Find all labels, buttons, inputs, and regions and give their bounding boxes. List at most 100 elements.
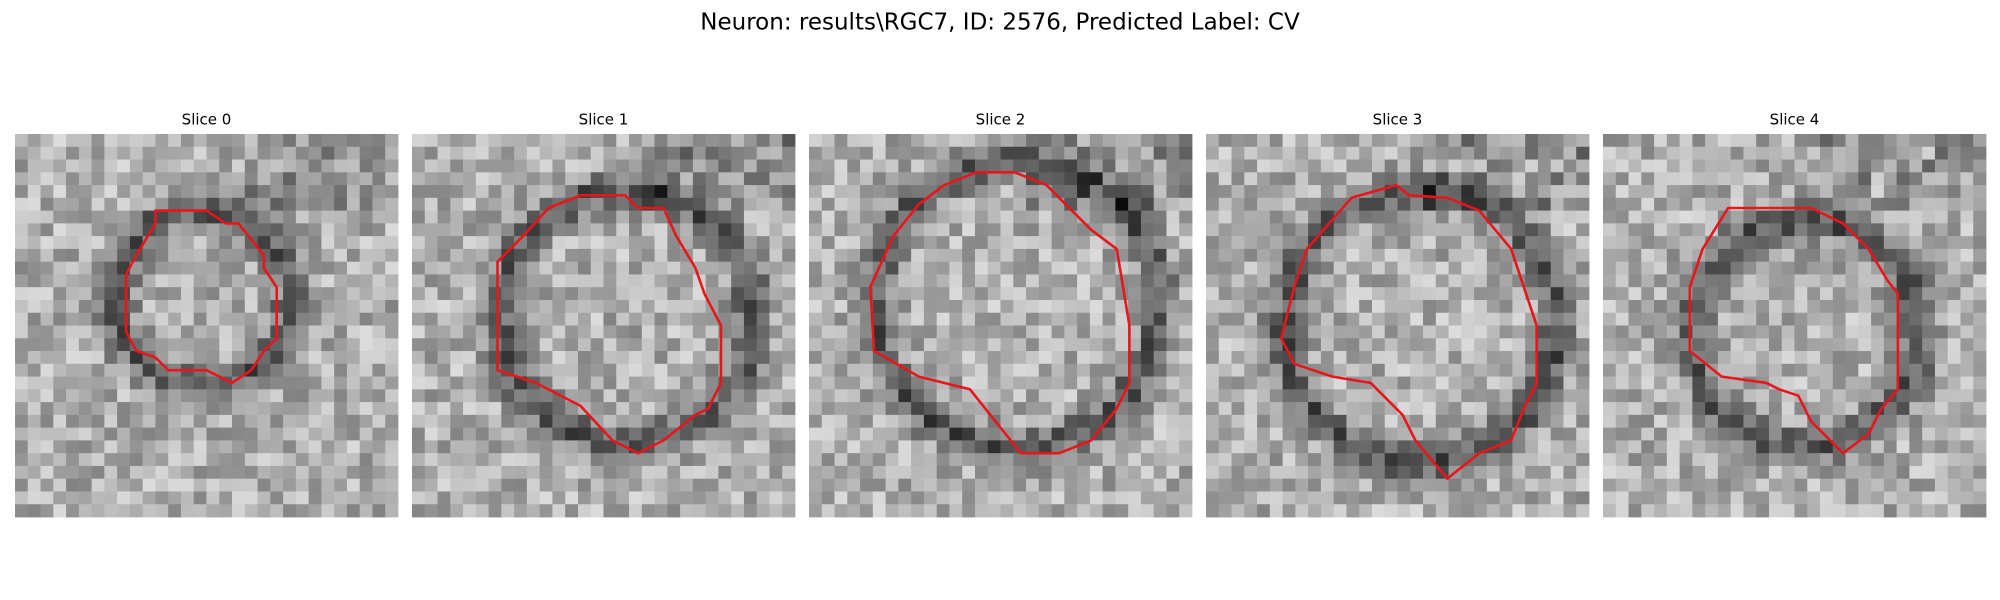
pixel — [1102, 338, 1116, 352]
pixel — [1089, 312, 1104, 326]
pixel — [1845, 172, 1859, 186]
pixel — [488, 440, 502, 454]
pixel — [117, 185, 131, 199]
pixel — [1308, 465, 1322, 480]
pixel — [1064, 325, 1078, 339]
pixel — [488, 402, 502, 416]
pixel — [1679, 236, 1693, 250]
pixel — [219, 134, 233, 148]
pixel — [1346, 236, 1360, 250]
pixel — [1628, 338, 1642, 352]
pixel — [1320, 236, 1335, 250]
pixel — [1756, 146, 1770, 160]
pixel — [1743, 134, 1757, 148]
pixel — [1679, 223, 1693, 237]
pixel — [756, 402, 770, 416]
pixel — [1051, 325, 1065, 339]
pixel — [1231, 402, 1245, 416]
pixel — [1140, 427, 1155, 441]
pixel — [372, 376, 386, 390]
pixel — [641, 325, 655, 339]
pixel — [577, 363, 592, 377]
pixel — [1051, 402, 1065, 416]
pixel — [1128, 185, 1142, 199]
pixel — [769, 414, 783, 429]
pixel — [1730, 312, 1744, 326]
pixel — [641, 453, 655, 467]
pixel — [129, 274, 144, 288]
pixel — [1499, 389, 1513, 403]
pixel — [1474, 312, 1488, 326]
pixel — [129, 172, 144, 186]
pixel — [1794, 159, 1808, 173]
pixel — [257, 197, 271, 211]
pixel — [1550, 465, 1564, 480]
pixel — [1896, 478, 1910, 492]
pixel — [1960, 325, 1974, 339]
pixel — [821, 299, 835, 314]
pixel — [346, 402, 361, 416]
pixel — [539, 312, 553, 326]
pixel — [1423, 389, 1437, 403]
pixel — [1461, 478, 1475, 492]
pixel — [1282, 172, 1296, 186]
pixel — [412, 465, 426, 480]
pixel — [782, 185, 796, 199]
pixel — [155, 197, 169, 211]
pixel — [782, 363, 796, 377]
pixel — [295, 159, 310, 173]
pixel — [142, 414, 156, 429]
pixel — [412, 414, 426, 429]
pixel — [577, 134, 592, 148]
pixel — [1717, 491, 1732, 505]
pixel — [1871, 274, 1885, 288]
pixel — [1960, 453, 1974, 467]
pixel — [539, 299, 553, 314]
pixel — [1051, 210, 1065, 224]
pixel — [129, 478, 144, 492]
pixel — [756, 261, 770, 275]
pixel — [1000, 478, 1014, 492]
pixel — [834, 146, 848, 160]
pixel — [1781, 146, 1795, 160]
pixel — [667, 248, 681, 263]
pixel — [1166, 427, 1180, 441]
pixel — [1666, 185, 1680, 199]
pixel — [1179, 236, 1193, 250]
pixel — [1512, 504, 1526, 518]
pixel — [962, 402, 976, 416]
pixel — [1064, 427, 1078, 441]
pixel — [334, 146, 348, 160]
pixel — [193, 440, 207, 454]
pixel — [1922, 172, 1936, 186]
pixel — [539, 159, 553, 173]
pixel — [603, 376, 617, 390]
pixel — [450, 389, 464, 403]
pixel — [53, 363, 67, 377]
pixel — [66, 427, 80, 441]
pixel — [1295, 223, 1309, 237]
pixel — [1166, 325, 1180, 339]
pixel — [1768, 248, 1783, 263]
pixel — [372, 325, 386, 339]
pixel — [756, 389, 770, 403]
pixel — [1832, 389, 1846, 403]
pixel — [412, 453, 426, 467]
pixel — [180, 351, 195, 365]
pixel — [1166, 210, 1180, 224]
pixel — [1883, 504, 1898, 518]
pixel — [1615, 312, 1629, 326]
pixel — [117, 351, 131, 365]
pixel — [1934, 261, 1949, 275]
pixel — [743, 236, 758, 250]
pixel — [385, 402, 399, 416]
pixel — [974, 376, 989, 390]
pixel — [1166, 274, 1180, 288]
pixel — [949, 248, 963, 263]
pixel — [705, 159, 719, 173]
pixel — [1692, 478, 1706, 492]
pixel — [769, 376, 783, 390]
pixel — [1308, 134, 1322, 148]
pixel — [1794, 389, 1808, 403]
pixel — [1512, 351, 1526, 365]
